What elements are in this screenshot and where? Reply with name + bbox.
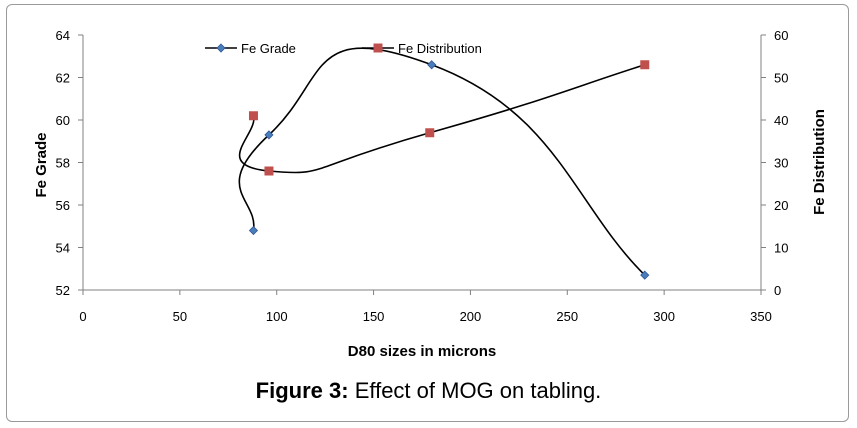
caption-label: Figure 3:	[255, 378, 349, 403]
y2-tick-label: 30	[774, 156, 788, 171]
fe-grade-point	[640, 270, 650, 280]
y-tick-label: 60	[56, 113, 70, 128]
fe-grade-point	[248, 225, 259, 236]
y2-tick-label: 40	[774, 113, 788, 128]
fe-grade-point	[264, 130, 274, 140]
fe-distribution-line	[238, 63, 646, 174]
y2-tick-label: 60	[774, 28, 788, 43]
y-tick-label: 56	[56, 198, 70, 213]
chart: 0 50 100 150 200 250 300 350 52 54 56 58 60 62 64 0 10 20…	[33, 28, 828, 360]
fe-distribution-point	[264, 166, 274, 176]
y-tick-label: 64	[56, 28, 70, 43]
fe-grade-line	[238, 47, 646, 276]
y-tick-label: 54	[56, 241, 70, 256]
fe-distribution-point	[248, 111, 258, 121]
y-axis-title: Fe Grade	[33, 132, 50, 197]
y2-axis-title: Fe Distribution	[811, 109, 828, 215]
y2-tick-label: 20	[774, 198, 788, 213]
x-tick-label: 150	[363, 309, 385, 324]
x-tick-label: 300	[653, 309, 675, 324]
figure-frame	[6, 4, 849, 422]
y-tick-label: 52	[56, 283, 70, 298]
legend-label-fe-distribution: Fe Distribution	[398, 41, 482, 56]
y-tick-label: 58	[56, 156, 70, 171]
x-tick-label: 350	[750, 309, 772, 324]
plot-area	[82, 35, 762, 291]
y-tick-label: 62	[56, 71, 70, 86]
y2-tick-label: 50	[774, 71, 788, 86]
legend: Fe Grade Fe Distribution	[205, 41, 482, 56]
legend-label-fe-grade: Fe Grade	[241, 41, 296, 56]
y2-tick-label: 10	[774, 241, 788, 256]
x-tick-label: 0	[79, 309, 86, 324]
x-tick-label: 50	[173, 309, 187, 324]
legend-marker-fe-grade	[216, 43, 226, 53]
x-tick-label: 200	[460, 309, 482, 324]
ticks: 0 50 100 150 200 250 300 350 52 54 56 58 60 62 64 0 10 20…	[56, 28, 789, 324]
x-axis-title: D80 sizes in microns	[348, 343, 496, 360]
fe-grade-point	[427, 60, 437, 70]
x-tick-label: 100	[266, 309, 288, 324]
series-layer	[238, 47, 650, 280]
caption-text: Effect of MOG on tabling.	[348, 378, 602, 403]
x-tick-label: 250	[556, 309, 578, 324]
fe-distribution-point	[640, 60, 650, 70]
legend-marker-fe-distribution	[373, 43, 383, 53]
figure-caption: Figure 3: Effect of MOG on tabling.	[0, 378, 857, 404]
fe-distribution-point	[425, 128, 435, 138]
y2-tick-label: 0	[774, 283, 781, 298]
